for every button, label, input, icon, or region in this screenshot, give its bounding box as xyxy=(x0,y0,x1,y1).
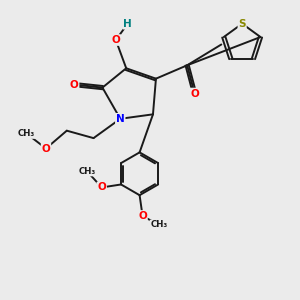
Text: O: O xyxy=(98,182,106,193)
Text: S: S xyxy=(238,19,246,29)
Text: H: H xyxy=(123,19,132,29)
Text: N: N xyxy=(116,114,125,124)
Text: O: O xyxy=(138,211,147,221)
Text: CH₃: CH₃ xyxy=(78,167,95,176)
Text: O: O xyxy=(42,143,50,154)
Text: CH₃: CH₃ xyxy=(150,220,167,230)
Text: O: O xyxy=(70,80,79,90)
Text: O: O xyxy=(111,35,120,45)
Text: O: O xyxy=(190,88,199,98)
Text: CH₃: CH₃ xyxy=(18,129,35,138)
